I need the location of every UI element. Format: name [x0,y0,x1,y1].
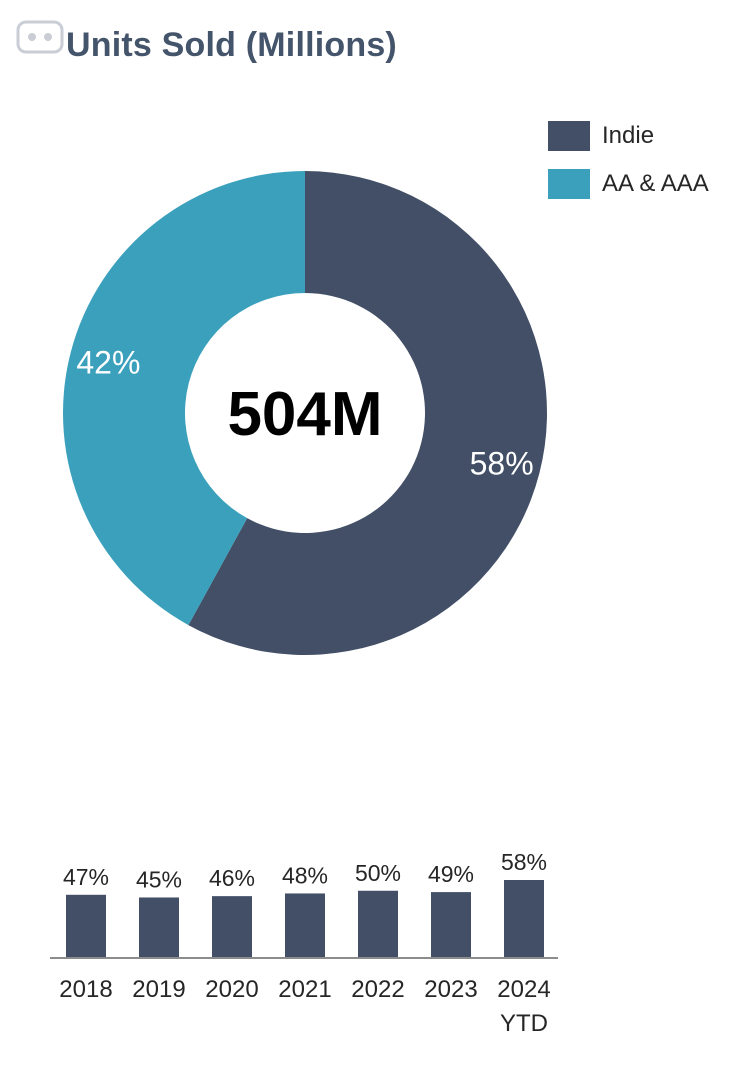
donut-slice-aa-aaa [62,171,305,626]
legend-swatch-indie [548,121,590,151]
bar-2019 [139,897,179,958]
bar-category-label: 2022 [351,976,404,1003]
bar-category-label: 2024 [497,976,550,1003]
bar-value-label: 58% [501,849,547,875]
bar-value-label: 48% [282,862,328,888]
bar-category-label: 2020 [205,976,258,1003]
bar-2018 [66,894,106,958]
donut-label-indie: 58% [470,445,534,481]
bar-2020 [212,896,252,958]
legend: Indie AA & AAA [548,118,709,214]
legend-label-indie: Indie [602,122,655,149]
bar-2024-ytd [504,880,544,958]
legend-item-indie: Indie [548,118,709,154]
bar-value-label: 47% [63,864,109,890]
bar-value-label: 45% [136,866,182,892]
donut-slice-indie [188,171,548,655]
bar-value-label: 49% [428,861,474,887]
bar-category-label: 2019 [132,976,185,1003]
bar-2021 [285,893,325,958]
chart-title: Units Sold (Millions) [66,26,397,64]
legend-label-aa-aaa: AA & AAA [602,170,709,197]
donut-center-label: 504M [227,380,382,449]
legend-item-aa-aaa: AA & AAA [548,166,709,202]
bar-2022 [358,890,398,958]
legend-swatch-aa-aaa [548,169,590,199]
bar-category-label: 2018 [59,976,112,1003]
bar-category-label: 2021 [278,976,331,1003]
bar-value-label: 50% [355,860,401,886]
bar-2023 [431,892,471,958]
donut-label-aa-aaa: 42% [76,345,140,381]
watermark-logo [14,10,78,70]
bar-category-label: 2023 [424,976,477,1003]
bar-value-label: 46% [209,865,255,891]
bar-category-label: YTD [500,1010,548,1037]
